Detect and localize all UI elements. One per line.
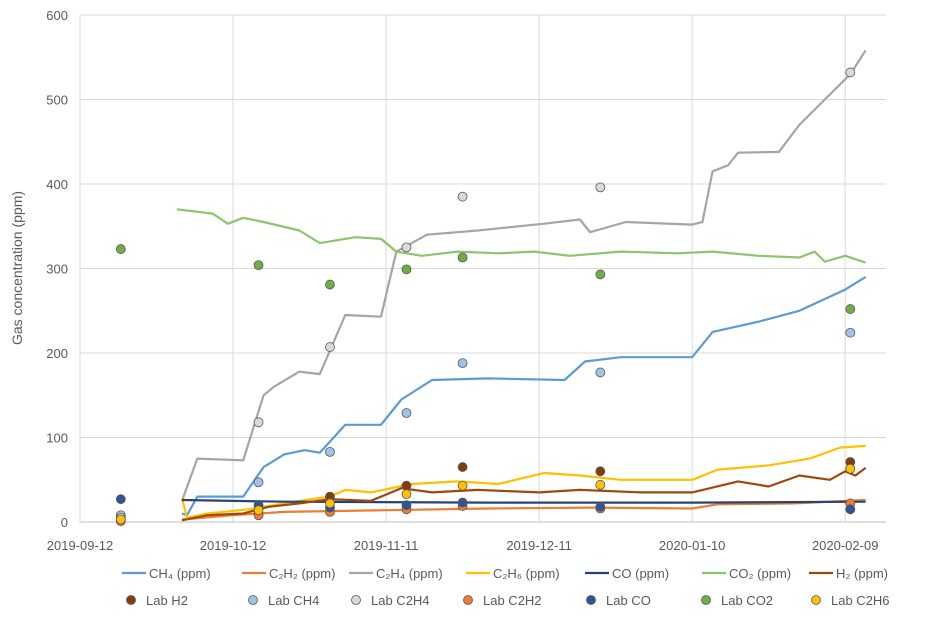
series-line <box>181 498 866 504</box>
series-line <box>181 275 867 517</box>
legend-label: CO₂ (ppm) <box>729 566 791 581</box>
lab-point <box>325 446 335 457</box>
lab-point <box>845 504 856 515</box>
series-line <box>180 444 866 519</box>
lab-point <box>457 497 468 508</box>
lab-point <box>401 264 412 275</box>
series-line <box>181 467 867 522</box>
series-line <box>180 49 867 502</box>
lab-point <box>115 244 126 254</box>
legend-label: Lab H2 <box>146 593 188 608</box>
lab-point <box>457 480 468 491</box>
lab-point <box>845 304 856 314</box>
y-tick-label: 600 <box>46 8 68 23</box>
lab-points <box>115 67 856 527</box>
y-tick-label: 500 <box>46 93 68 108</box>
lab-point <box>401 489 412 500</box>
lab-point <box>595 501 606 512</box>
x-tick-label: 2019-09-12 <box>47 538 114 553</box>
legend: CH₄ (ppm) C₂H₂ (ppm) C₂H₄ (ppm) C₂H₆ (ppm) C… <box>122 566 890 608</box>
legend-dot-swatch <box>586 595 596 605</box>
legend-label: Lab CO2 <box>721 593 773 608</box>
x-tick-label: 2019-10-12 <box>200 538 267 553</box>
lab-point <box>457 358 468 369</box>
x-tick-label: 2019-12-11 <box>506 538 572 553</box>
legend-label: Lab CH4 <box>268 593 319 608</box>
lab-point <box>595 479 606 490</box>
x-tick-label: 2019-11-11 <box>354 538 419 553</box>
y-tick-label: 100 <box>46 431 68 446</box>
lab-point <box>401 480 412 491</box>
series-lines <box>176 49 867 522</box>
y-tick-label: 400 <box>46 177 68 192</box>
legend-label: CH₄ (ppm) <box>149 566 211 581</box>
lab-point <box>253 505 264 516</box>
lab-point <box>457 462 468 472</box>
lab-point <box>595 182 606 193</box>
legend-dot-swatch <box>811 595 821 605</box>
legend-dot-swatch <box>351 595 361 605</box>
y-tick-label: 200 <box>46 346 68 361</box>
legend-dot-swatch <box>248 595 258 605</box>
lab-point <box>457 191 468 202</box>
y-tick-label: 300 <box>46 262 68 277</box>
series-line <box>176 208 866 264</box>
lab-point <box>457 252 468 263</box>
x-tick-label: 2020-02-09 <box>812 538 879 553</box>
lab-point <box>401 500 412 511</box>
legend-label: Lab C2H6 <box>831 593 890 608</box>
lab-point <box>325 342 335 352</box>
legend-label: C₂H₄ (ppm) <box>376 566 443 581</box>
y-axis-label: Gas concentration (ppm) <box>9 191 25 345</box>
legend-label: C₂H₂ (ppm) <box>269 566 335 581</box>
lab-point <box>115 514 126 525</box>
lab-point <box>595 466 606 477</box>
legend-label: CO (ppm) <box>612 566 669 581</box>
x-tick-label: 2020-01-10 <box>659 538 726 553</box>
legend-label: C₂H₆ (ppm) <box>493 566 560 581</box>
lab-point <box>595 269 606 280</box>
lab-point <box>401 408 412 418</box>
lab-point <box>253 417 264 428</box>
lab-point <box>595 367 606 378</box>
legend-label: Lab C2H2 <box>483 593 542 608</box>
lab-point <box>253 260 264 271</box>
legend-label: H₂ (ppm) <box>836 566 888 581</box>
lab-point <box>845 463 856 474</box>
lab-point <box>401 242 412 253</box>
y-tick-label: 0 <box>61 515 68 530</box>
lab-point <box>845 67 856 78</box>
lab-point <box>325 279 335 290</box>
legend-dot-swatch <box>126 595 136 605</box>
legend-label: Lab CO <box>606 593 651 608</box>
lab-point <box>325 498 335 509</box>
gridlines <box>80 14 886 522</box>
legend-dot-swatch <box>701 595 711 605</box>
legend-dot-swatch <box>463 595 473 605</box>
lab-point <box>845 327 856 338</box>
axes: 0 100 200 300 400 500 600 2019-09-12 2019-10-12 2… <box>46 8 886 553</box>
legend-label: Lab C2H4 <box>371 593 430 608</box>
lab-point <box>115 494 126 505</box>
lab-point <box>253 477 264 488</box>
